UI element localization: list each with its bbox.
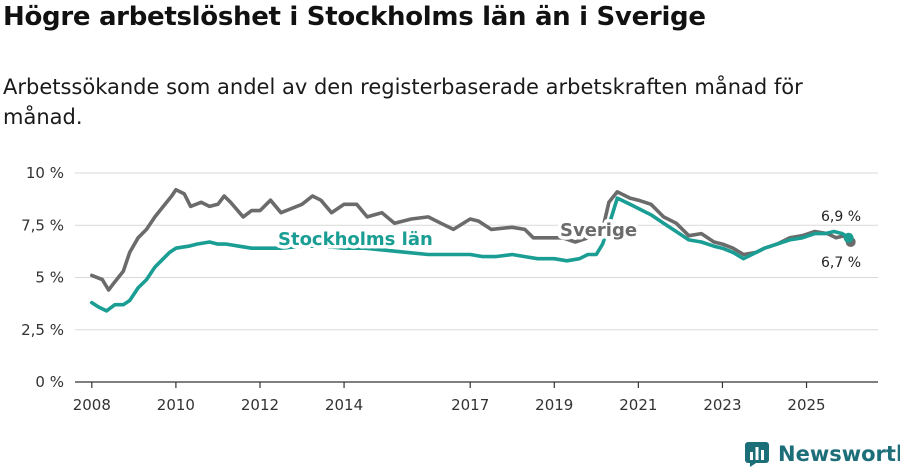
- y-tick-label: 0 %: [35, 373, 64, 391]
- series-label-stockholms-lan: Stockholms län: [278, 229, 433, 250]
- x-tick-label: 2010: [157, 396, 195, 414]
- series-label-sverige: Sverige: [560, 220, 637, 241]
- x-tick-label: 2012: [241, 396, 279, 414]
- series-end-marker-stockholms-lan: [843, 232, 854, 243]
- series-label-sverige-halo: Sverige: [560, 220, 637, 241]
- x-tick-label: 2008: [73, 396, 111, 414]
- y-tick-label: 2,5 %: [21, 321, 64, 339]
- newsworthy-logo: Newsworthy: [744, 441, 900, 467]
- chart-title: Högre arbetslöshet i Stockholms län än i…: [3, 2, 706, 32]
- newsworthy-logo-icon: [745, 442, 769, 467]
- y-tick-label: 5 %: [35, 269, 64, 287]
- series-line-stockholms-län: [90, 196, 851, 313]
- newsworthy-logo-text: Newsworthy: [778, 442, 900, 466]
- x-tick-label: 2023: [703, 396, 741, 414]
- chart-subtitle: Arbetssökande som andel av den registerb…: [3, 75, 803, 129]
- end-label-stockholms-lan: 6,9 %: [821, 209, 861, 225]
- end-label-sverige: 6,7 %: [821, 255, 861, 271]
- x-tick-label: 2014: [325, 396, 363, 414]
- x-tick-label: 2021: [619, 396, 657, 414]
- x-tick-label: 2025: [787, 396, 825, 414]
- y-tick-label: 7,5 %: [21, 216, 64, 234]
- series-label-stockholms-lan-halo: Stockholms län: [278, 229, 433, 250]
- x-tick-label: 2017: [451, 396, 489, 414]
- y-tick-label: 10 %: [26, 164, 64, 182]
- x-tick-label: 2019: [535, 396, 573, 414]
- series-line-sverige: [90, 187, 853, 292]
